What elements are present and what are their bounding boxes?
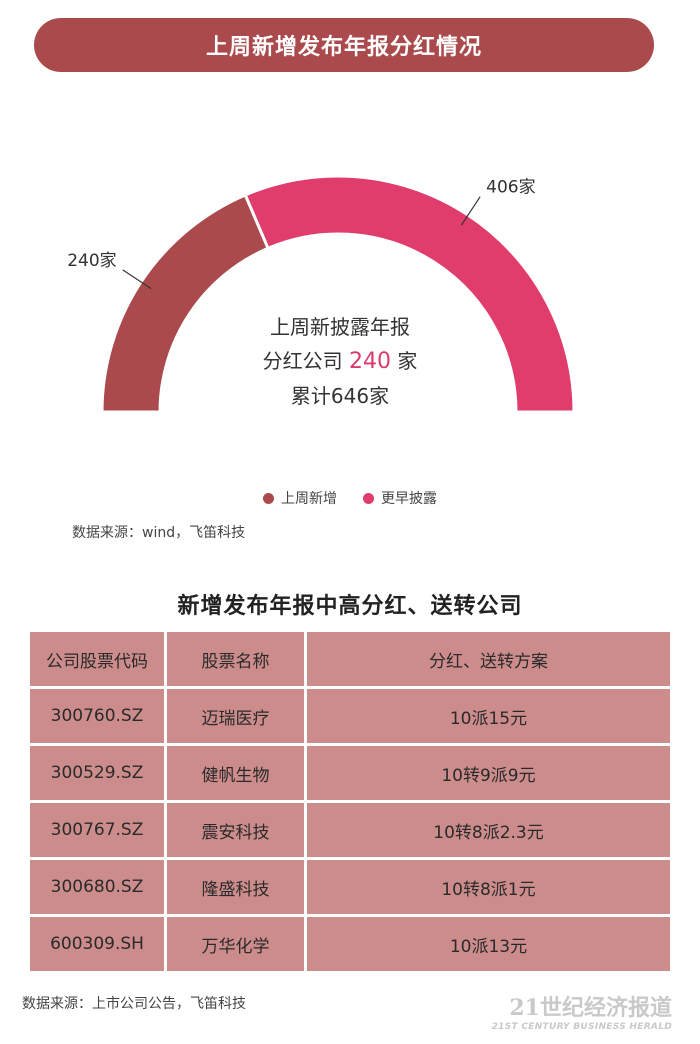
slice-value-label-1: 406家 [486,178,535,198]
half-donut-chart: 240家 406家 [67,174,576,414]
center-line-2: 分红公司 240 家 [200,344,480,379]
legend-item-earlier: 更早披露 [363,488,437,508]
table-row: 300760.SZ 迈瑞医疗 10派15元 [30,689,670,743]
table-row: 300680.SZ 隆盛科技 10转8派1元 [30,860,670,914]
cell-stock-name: 隆盛科技 [167,860,304,914]
center-line-1: 上周新披露年报 [270,315,410,339]
cell-stock-name: 震安科技 [167,803,304,857]
cell-plan: 10转9派9元 [307,746,670,800]
cell-stock-code: 600309.SH [30,917,164,971]
table-row: 300529.SZ 健帆生物 10转9派9元 [30,746,670,800]
donut-slice-1 [243,174,576,414]
header-stock-code: 公司股票代码 [30,632,164,686]
dividend-table: 公司股票代码 股票名称 分红、送转方案 300760.SZ 迈瑞医疗 10派15… [30,632,670,974]
table-row: 300767.SZ 震安科技 10转8派2.3元 [30,803,670,857]
legend-item-new: 上周新增 [263,488,337,508]
legend-swatch-earlier [363,492,374,504]
center-highlight-number: 240 [349,349,391,374]
legend-label-new: 上周新增 [281,491,337,507]
legend-label-earlier: 更早披露 [381,491,437,507]
center-line-3: 累计646家 [290,384,390,408]
data-source-note-1: 数据来源：wind，飞笛科技 [72,525,246,541]
cell-stock-name: 万华化学 [167,917,304,971]
cell-stock-code: 300529.SZ [30,746,164,800]
chart-legend: 上周新增 更早披露 [0,488,700,508]
slice-leader-line-1 [460,196,481,226]
page-banner-title: 上周新增发布年报分红情况 [34,18,654,72]
cell-plan: 10派13元 [307,917,670,971]
table-title: 新增发布年报中高分红、送转公司 [177,594,523,619]
slice-value-label-0: 240家 [67,251,116,271]
header-stock-name: 股票名称 [167,632,304,686]
table-header-row: 公司股票代码 股票名称 分红、送转方案 [30,632,670,686]
cell-stock-name: 迈瑞医疗 [167,689,304,743]
cell-plan: 10派15元 [307,689,670,743]
header-plan: 分红、送转方案 [307,632,670,686]
data-source-note-2: 数据来源：上市公司公告，飞笛科技 [22,996,246,1012]
center-line-2-suffix: 家 [397,349,418,373]
cell-plan: 10转8派1元 [307,860,670,914]
watermark-logo-text: 21世纪经济报道 [509,995,672,1021]
legend-swatch-new [263,492,274,504]
cell-plan: 10转8派2.3元 [307,803,670,857]
publisher-watermark: 21世纪经济报道 21ST CENTURY BUSINESS HERALD [492,990,672,1032]
slice-leader-line-0 [122,269,152,290]
chart-center-text: 上周新披露年报 分红公司 240 家 累计646家 [200,310,480,413]
cell-stock-code: 300760.SZ [30,689,164,743]
watermark-subtitle: 21ST CENTURY BUSINESS HERALD [491,1022,672,1032]
cell-stock-code: 300767.SZ [30,803,164,857]
cell-stock-name: 健帆生物 [167,746,304,800]
center-line-2-prefix: 分红公司 [262,349,343,373]
table-row: 600309.SH 万华化学 10派13元 [30,917,670,971]
cell-stock-code: 300680.SZ [30,860,164,914]
